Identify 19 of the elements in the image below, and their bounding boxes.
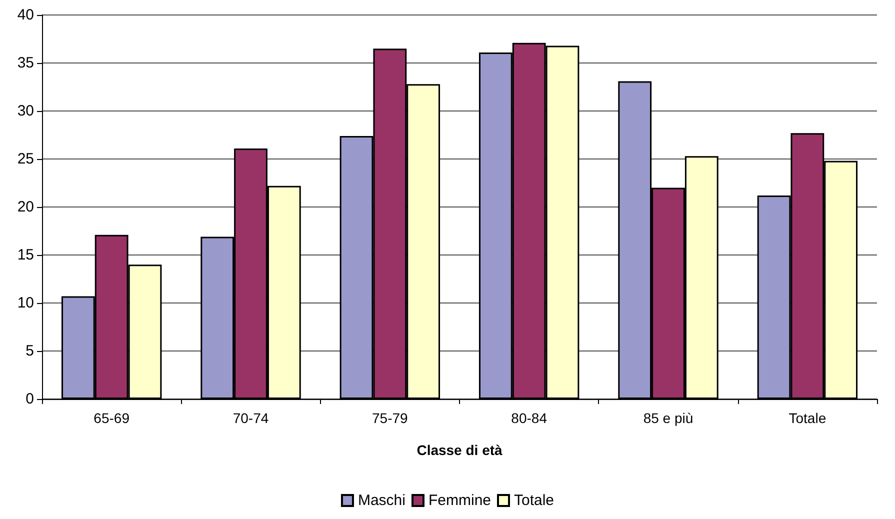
legend-label: Maschi (358, 492, 406, 509)
y-tick-label: 0 (26, 390, 34, 408)
y-tick-label: 10 (17, 294, 34, 312)
x-tick-label: 85 e più (643, 410, 694, 426)
y-tick-label: 35 (17, 54, 34, 72)
x-tick-label: Totale (788, 410, 826, 426)
x-tick-label: 70-74 (232, 410, 269, 426)
x-tick-label: 65-69 (94, 410, 130, 426)
x-tick-label: 75-79 (372, 410, 408, 426)
legend-label: Totale (514, 492, 554, 509)
y-tick-label: 15 (17, 246, 34, 264)
y-tick-label: 25 (17, 150, 34, 168)
y-tick-label: 5 (26, 342, 34, 360)
y-tick-label: 30 (17, 102, 34, 120)
x-tick-label: 80-84 (511, 410, 548, 426)
legend-label: Femmine (428, 492, 491, 509)
x-axis-title: Classe di età (416, 442, 503, 458)
y-tick-label: 20 (17, 198, 34, 216)
y-tick-label: 40 (17, 6, 34, 24)
